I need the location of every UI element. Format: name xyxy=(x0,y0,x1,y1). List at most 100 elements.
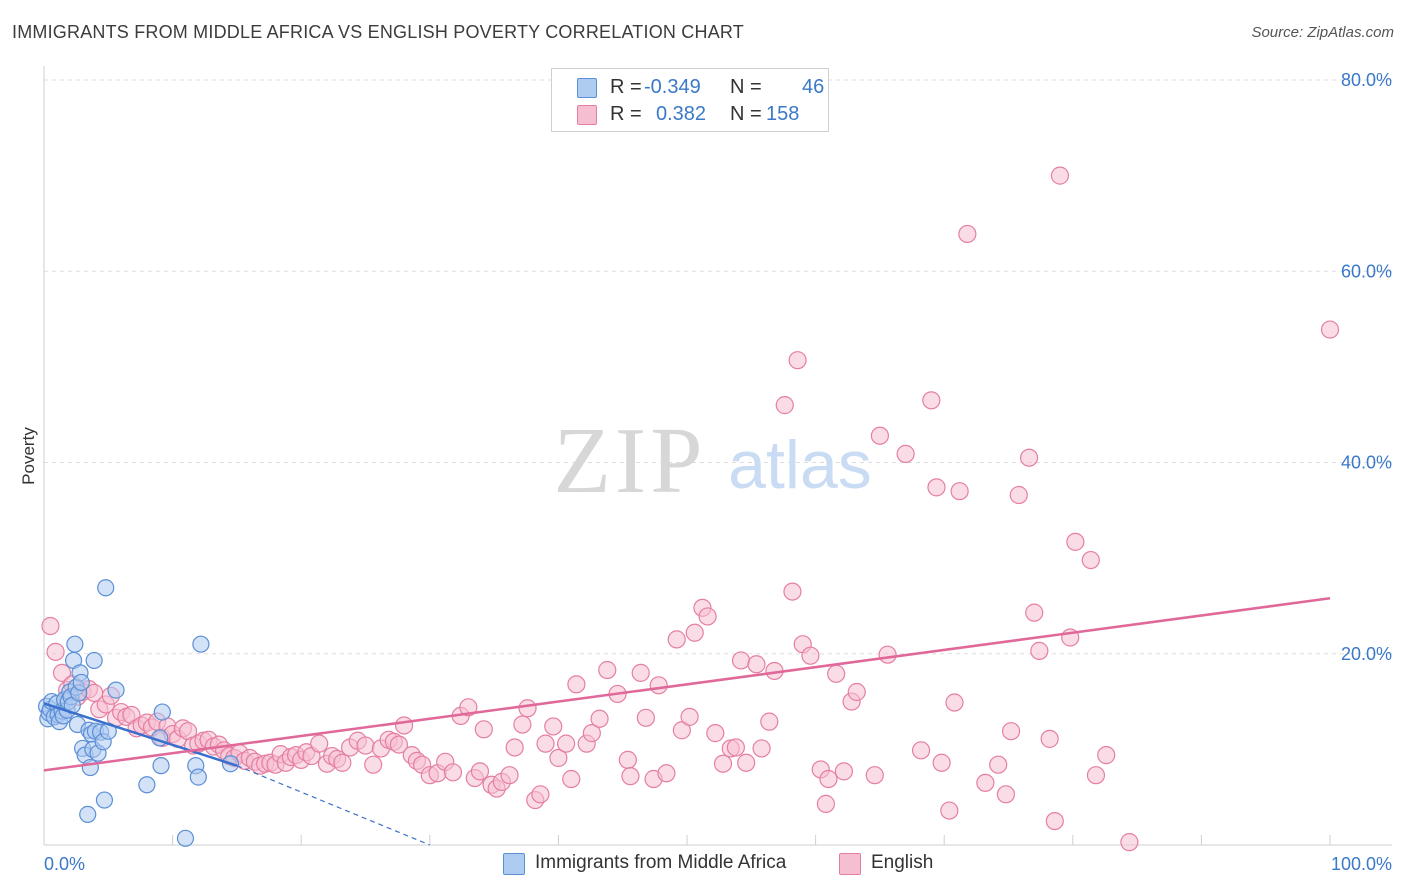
english-point xyxy=(783,582,802,601)
english-point xyxy=(631,663,650,682)
english-point xyxy=(878,645,897,664)
bottom-legend-middle-africa: Immigrants from Middle Africa xyxy=(503,852,823,876)
english-point xyxy=(726,738,745,757)
english-point xyxy=(834,762,853,781)
bottom-legend-label: Immigrants from Middle Africa xyxy=(535,852,787,873)
english-point xyxy=(536,734,555,753)
english-point xyxy=(598,660,617,680)
english-point xyxy=(976,773,995,792)
x-tick-marks xyxy=(43,835,1331,845)
english-point xyxy=(474,720,493,739)
english-point xyxy=(1045,811,1064,831)
x-tick-label-max: 100.0% xyxy=(1331,854,1392,874)
middle-africa-trend-extension xyxy=(236,765,431,846)
bottom-legend-swatch-blue xyxy=(503,853,525,875)
english-point xyxy=(940,801,959,820)
english-point xyxy=(801,646,820,665)
legend-r-value: -0.349 xyxy=(644,76,701,98)
english-point xyxy=(672,721,691,740)
middle-africa-point xyxy=(176,829,195,847)
english-point xyxy=(1009,485,1028,505)
bottom-legend-english: English xyxy=(839,852,979,876)
grid-lines xyxy=(44,79,1392,655)
legend-row-middle-africa: R = -0.349 N = 46 xyxy=(552,74,828,100)
english-point xyxy=(927,478,946,497)
watermark-atlas: atlas xyxy=(728,427,872,503)
legend-row-english: R = 0.382 N = 158 xyxy=(552,101,828,127)
middle-africa-point xyxy=(138,776,156,794)
legend-r-label: R = xyxy=(610,76,642,98)
y-axis-label: Poverty xyxy=(19,427,38,485)
english-point xyxy=(394,716,414,735)
english-point xyxy=(1066,532,1085,551)
legend-n-label: N = xyxy=(730,103,762,125)
english-point xyxy=(922,391,941,410)
english-point xyxy=(46,642,65,661)
english-point xyxy=(513,715,532,734)
english-point xyxy=(590,709,609,728)
english-point xyxy=(1097,746,1116,765)
english-point xyxy=(1025,603,1044,622)
english-point xyxy=(657,764,676,783)
english-point xyxy=(41,616,60,636)
english-point xyxy=(932,753,951,772)
english-point xyxy=(775,396,794,415)
middle-africa-point xyxy=(97,579,115,597)
english-point xyxy=(996,785,1016,804)
legend-n-value: 46 xyxy=(802,76,825,98)
english-point xyxy=(470,762,490,781)
english-point xyxy=(621,767,640,786)
english-point xyxy=(459,698,478,717)
legend-swatch-pink xyxy=(577,105,597,125)
english-point xyxy=(549,748,568,768)
english-point xyxy=(1120,833,1139,852)
x-tick-label-min: 0.0% xyxy=(44,854,85,874)
source-credit: Source: ZipAtlas.com xyxy=(1251,24,1394,41)
english-point xyxy=(582,724,601,743)
english-point xyxy=(557,734,576,753)
watermark-zip: ZIP xyxy=(554,409,707,513)
english-point xyxy=(737,753,756,772)
english-point xyxy=(1086,766,1106,785)
middle-africa-point xyxy=(72,673,90,692)
english-point xyxy=(618,750,637,769)
english-point xyxy=(562,769,581,789)
legend-r-value: 0.382 xyxy=(656,103,707,125)
english-point xyxy=(544,717,563,736)
english-point xyxy=(389,735,409,754)
legend-n-value: 158 xyxy=(766,103,800,125)
series-english-points xyxy=(41,166,1340,852)
english-point xyxy=(1050,166,1070,185)
english-point xyxy=(847,682,866,702)
english-point xyxy=(649,676,668,695)
english-point xyxy=(518,699,537,718)
english-point xyxy=(827,664,846,683)
english-point xyxy=(364,755,383,774)
english-point xyxy=(870,426,890,445)
middle-africa-point xyxy=(189,768,207,786)
legend-n-label: N = xyxy=(730,76,762,98)
english-point xyxy=(567,675,586,694)
trend-lines xyxy=(43,597,1331,846)
english-point xyxy=(819,769,838,789)
bottom-legend-swatch-pink xyxy=(839,853,861,875)
english-point xyxy=(958,224,977,244)
english-point xyxy=(1040,729,1059,748)
english-point xyxy=(698,607,717,626)
english-point xyxy=(747,655,766,674)
english-point xyxy=(505,738,524,757)
english-point xyxy=(1019,448,1039,467)
english-point xyxy=(310,734,329,753)
english-point xyxy=(500,766,519,785)
middle-africa-point xyxy=(79,805,97,824)
y-tick-label: 80.0% xyxy=(1341,70,1392,90)
english-point xyxy=(356,736,375,755)
english-point xyxy=(680,707,699,726)
english-point xyxy=(1320,320,1340,339)
english-point xyxy=(911,741,931,760)
english-trend-line xyxy=(43,597,1331,772)
middle-africa-point xyxy=(81,758,99,777)
middle-africa-trend-line xyxy=(43,702,238,767)
middle-africa-point xyxy=(107,681,125,699)
english-point xyxy=(685,623,704,642)
